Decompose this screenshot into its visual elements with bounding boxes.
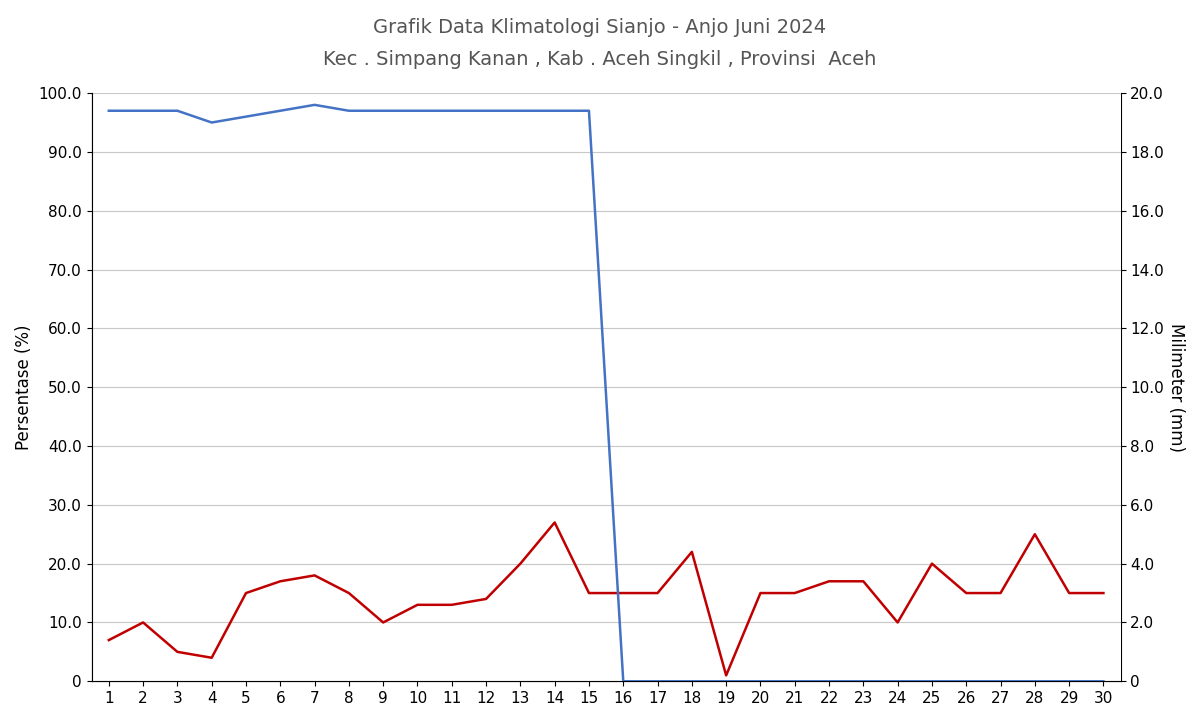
Text: Kec . Simpang Kanan , Kab . Aceh Singkil , Provinsi  Aceh: Kec . Simpang Kanan , Kab . Aceh Singkil… (323, 50, 877, 69)
Text: Grafik Data Klimatologi Sianjo - Anjo Juni 2024: Grafik Data Klimatologi Sianjo - Anjo Ju… (373, 18, 827, 37)
Y-axis label: Milimeter (mm): Milimeter (mm) (1166, 323, 1186, 451)
Y-axis label: Persentase (%): Persentase (%) (14, 324, 32, 450)
